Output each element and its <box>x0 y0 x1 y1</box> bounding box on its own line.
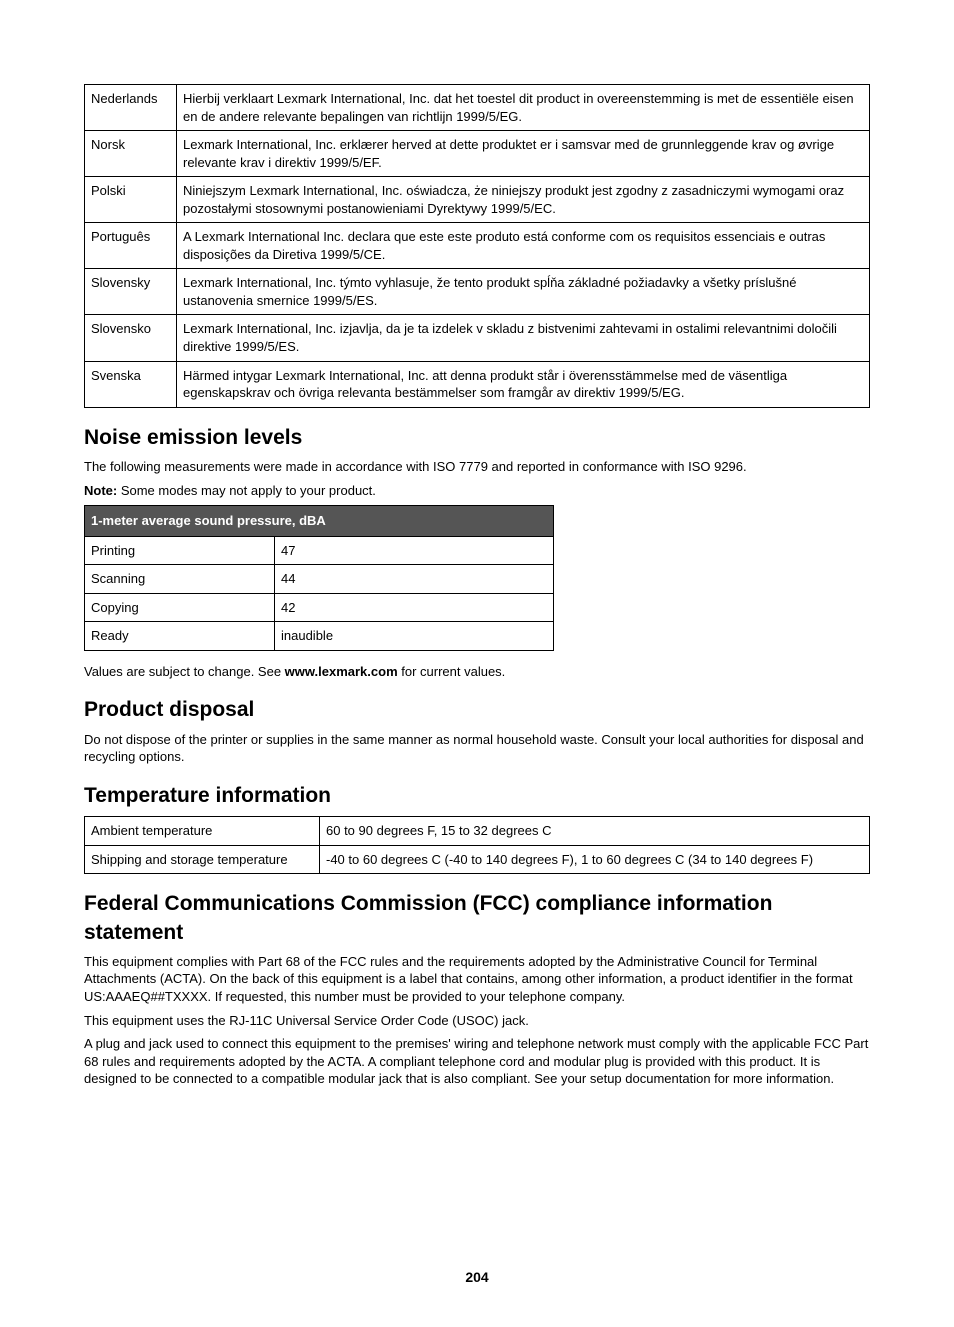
temp-heading: Temperature information <box>84 782 870 810</box>
temp-value: -40 to 60 degrees C (-40 to 140 degrees … <box>320 845 870 874</box>
noise-table: 1-meter average sound pressure, dBA Prin… <box>84 505 554 651</box>
lang-declaration: Lexmark International, Inc. erklærer her… <box>177 131 870 177</box>
table-row: Scanning44 <box>85 565 554 594</box>
table-row: SvenskaHärmed intygar Lexmark Internatio… <box>85 361 870 407</box>
table-row: Readyinaudible <box>85 622 554 651</box>
table-row: NorskLexmark International, Inc. erklære… <box>85 131 870 177</box>
noise-value: 42 <box>275 593 554 622</box>
language-declarations-table: NederlandsHierbij verklaart Lexmark Inte… <box>84 84 870 408</box>
noise-footer-post: for current values. <box>398 664 506 679</box>
lang-name: Norsk <box>85 131 177 177</box>
noise-mode: Scanning <box>85 565 275 594</box>
temp-table: Ambient temperature60 to 90 degrees F, 1… <box>84 816 870 874</box>
fcc-p3: A plug and jack used to connect this equ… <box>84 1035 870 1088</box>
lang-declaration: Hierbij verklaart Lexmark International,… <box>177 85 870 131</box>
table-row: SlovenskyLexmark International, Inc. tým… <box>85 269 870 315</box>
table-row: Shipping and storage temperature-40 to 6… <box>85 845 870 874</box>
temp-value: 60 to 90 degrees F, 15 to 32 degrees C <box>320 817 870 846</box>
table-row: Copying42 <box>85 593 554 622</box>
noise-footer: Values are subject to change. See www.le… <box>84 663 870 681</box>
table-row: PolskiNiniejszym Lexmark International, … <box>85 177 870 223</box>
noise-table-header-row: 1-meter average sound pressure, dBA <box>85 506 554 537</box>
page-number: 204 <box>84 1268 870 1287</box>
table-row: SlovenskoLexmark International, Inc. izj… <box>85 315 870 361</box>
lang-name: Slovensky <box>85 269 177 315</box>
table-row: Printing47 <box>85 536 554 565</box>
temp-label: Ambient temperature <box>85 817 320 846</box>
lang-declaration: Lexmark International, Inc. izjavlja, da… <box>177 315 870 361</box>
noise-footer-pre: Values are subject to change. See <box>84 664 285 679</box>
lang-declaration: A Lexmark International Inc. declara que… <box>177 223 870 269</box>
temp-label: Shipping and storage temperature <box>85 845 320 874</box>
noise-mode: Copying <box>85 593 275 622</box>
fcc-p1: This equipment complies with Part 68 of … <box>84 953 870 1006</box>
noise-value: 44 <box>275 565 554 594</box>
noise-heading: Noise emission levels <box>84 424 870 452</box>
lang-name: Português <box>85 223 177 269</box>
table-row: Ambient temperature60 to 90 degrees F, 1… <box>85 817 870 846</box>
noise-value: inaudible <box>275 622 554 651</box>
noise-mode: Printing <box>85 536 275 565</box>
noise-footer-link: www.lexmark.com <box>285 664 398 679</box>
disposal-text: Do not dispose of the printer or supplie… <box>84 731 870 766</box>
noise-note: Note: Some modes may not apply to your p… <box>84 482 870 500</box>
noise-note-label: Note: <box>84 483 117 498</box>
disposal-heading: Product disposal <box>84 696 870 724</box>
lang-name: Nederlands <box>85 85 177 131</box>
table-row: NederlandsHierbij verklaart Lexmark Inte… <box>85 85 870 131</box>
lang-name: Svenska <box>85 361 177 407</box>
lang-name: Slovensko <box>85 315 177 361</box>
fcc-heading: Federal Communications Commission (FCC) … <box>84 890 870 947</box>
lang-declaration: Härmed intygar Lexmark International, In… <box>177 361 870 407</box>
lang-name: Polski <box>85 177 177 223</box>
noise-value: 47 <box>275 536 554 565</box>
noise-note-text: Some modes may not apply to your product… <box>117 483 376 498</box>
lang-declaration: Lexmark International, Inc. týmto vyhlas… <box>177 269 870 315</box>
noise-table-header: 1-meter average sound pressure, dBA <box>85 506 554 537</box>
table-row: PortuguêsA Lexmark International Inc. de… <box>85 223 870 269</box>
fcc-p2: This equipment uses the RJ-11C Universal… <box>84 1012 870 1030</box>
lang-declaration: Niniejszym Lexmark International, Inc. o… <box>177 177 870 223</box>
noise-mode: Ready <box>85 622 275 651</box>
noise-intro: The following measurements were made in … <box>84 458 870 476</box>
